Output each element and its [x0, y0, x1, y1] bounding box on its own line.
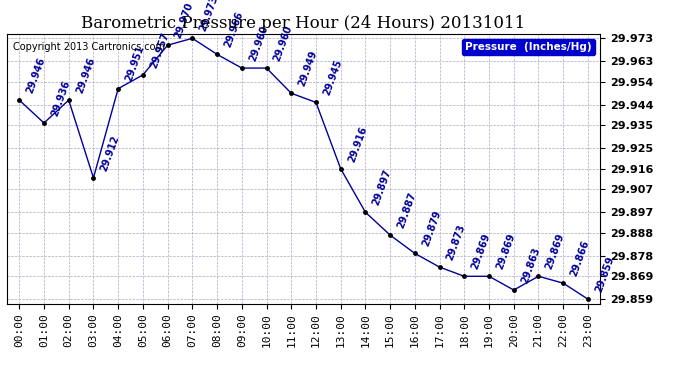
Text: 29.973: 29.973 — [198, 0, 220, 33]
Text: 29.873: 29.873 — [445, 223, 467, 262]
Text: 29.957: 29.957 — [148, 31, 170, 69]
Text: 29.912: 29.912 — [99, 134, 121, 172]
Legend: Pressure  (Inches/Hg): Pressure (Inches/Hg) — [462, 39, 595, 55]
Text: 29.879: 29.879 — [420, 209, 443, 248]
Text: 29.859: 29.859 — [593, 255, 615, 294]
Text: 29.897: 29.897 — [371, 168, 393, 207]
Text: 29.970: 29.970 — [173, 1, 195, 40]
Text: 29.960: 29.960 — [247, 24, 270, 63]
Text: 29.869: 29.869 — [470, 232, 492, 271]
Text: 29.869: 29.869 — [544, 232, 566, 271]
Text: 29.951: 29.951 — [124, 45, 146, 83]
Title: Barometric Pressure per Hour (24 Hours) 20131011: Barometric Pressure per Hour (24 Hours) … — [81, 15, 526, 32]
Text: 29.960: 29.960 — [272, 24, 295, 63]
Text: 29.946: 29.946 — [75, 56, 97, 94]
Text: 29.966: 29.966 — [223, 10, 245, 49]
Text: 29.949: 29.949 — [297, 49, 319, 88]
Text: 29.936: 29.936 — [50, 79, 72, 117]
Text: 29.946: 29.946 — [25, 56, 47, 94]
Text: 29.887: 29.887 — [395, 190, 418, 230]
Text: 29.866: 29.866 — [569, 239, 591, 278]
Text: 29.916: 29.916 — [346, 124, 368, 163]
Text: 29.869: 29.869 — [495, 232, 517, 271]
Text: 29.945: 29.945 — [322, 58, 344, 97]
Text: 29.863: 29.863 — [520, 246, 542, 285]
Text: Copyright 2013 Cartronics.com: Copyright 2013 Cartronics.com — [13, 42, 165, 52]
